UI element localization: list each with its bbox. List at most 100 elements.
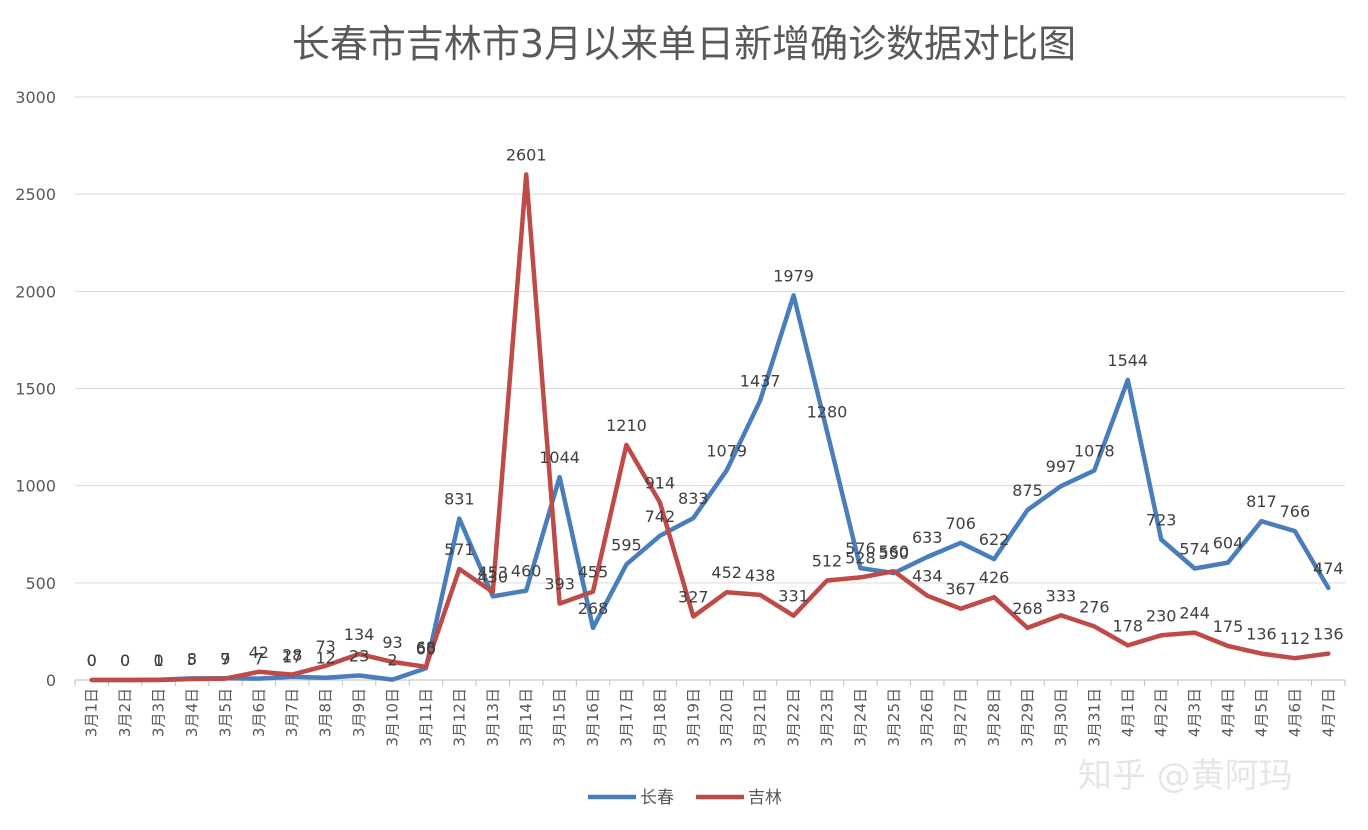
legend-label: 长春	[640, 788, 674, 808]
series-line-吉林	[89, 172, 1331, 683]
legend: 长春 吉林	[588, 788, 782, 808]
data-label: 276	[1079, 597, 1110, 616]
data-label: 550	[879, 544, 910, 563]
data-label: 7	[220, 650, 230, 669]
data-label: 452	[711, 563, 742, 582]
x-tick-label: 4月5日	[1252, 688, 1270, 737]
x-tick-label: 3月7日	[283, 688, 301, 737]
data-label: 831	[444, 490, 475, 509]
data-label: 434	[912, 567, 943, 586]
data-label: 244	[1179, 604, 1210, 623]
x-tick-label: 4月2日	[1152, 688, 1170, 737]
x-tick-label: 3月19日	[684, 688, 702, 747]
data-label: 1280	[807, 402, 848, 421]
x-tick-label: 3月4日	[183, 688, 201, 737]
x-tick-label: 3月6日	[250, 688, 268, 737]
x-tick-label: 4月4日	[1219, 688, 1237, 737]
series-line-长春	[89, 293, 1331, 683]
x-tick-label: 3月9日	[350, 688, 368, 737]
data-label: 1979	[773, 266, 814, 285]
data-label: 1210	[606, 416, 647, 435]
data-label: 742	[645, 507, 676, 526]
x-tick-label: 3月22日	[785, 688, 803, 747]
x-tick-label: 3月14日	[517, 688, 535, 747]
x-tick-label: 3月3日	[150, 688, 168, 737]
data-label: 393	[544, 575, 575, 594]
data-label: 136	[1246, 625, 1277, 644]
data-label: 1044	[539, 448, 580, 467]
x-tick-label: 3月8日	[317, 688, 335, 737]
y-axis: 0 500 1000 1500 2000 2500 3000	[15, 88, 56, 690]
x-tick-label: 3月29日	[1019, 688, 1037, 747]
legend-label: 吉林	[748, 788, 782, 808]
data-label: 2601	[506, 146, 547, 165]
x-tick-label: 3月24日	[851, 688, 869, 747]
x-tick-label: 3月25日	[885, 688, 903, 747]
x-tick-label: 3月26日	[918, 688, 936, 747]
data-label: 68	[416, 638, 436, 657]
watermark-text: 知乎 @黄阿玛	[1078, 756, 1293, 796]
data-label: 230	[1146, 606, 1177, 625]
data-label: 333	[1046, 586, 1077, 605]
x-tick-label: 3月13日	[484, 688, 502, 747]
y-tick-label: 500	[25, 574, 56, 593]
data-label: 0	[153, 651, 163, 670]
data-label: 474	[1313, 559, 1344, 578]
data-label: 60	[416, 639, 436, 658]
data-label: 8	[187, 649, 197, 668]
data-label: 460	[511, 562, 542, 581]
data-label: 512	[812, 552, 843, 571]
data-label: 914	[645, 473, 676, 492]
data-label: 426	[979, 568, 1010, 587]
x-tick-label: 3月11日	[417, 688, 435, 747]
data-label: 1078	[1074, 442, 1115, 461]
data-label: 528	[845, 548, 876, 567]
data-label: 633	[912, 528, 943, 547]
data-label: 0	[120, 651, 130, 670]
x-tick-label: 3月28日	[985, 688, 1003, 747]
x-tick-label: 3月23日	[818, 688, 836, 747]
data-label: 268	[1012, 599, 1043, 618]
data-label: 0	[87, 651, 97, 670]
x-tick-label: 3月21日	[751, 688, 769, 747]
data-label: 595	[611, 535, 642, 554]
x-tick-label: 3月17日	[617, 688, 635, 747]
data-label: 438	[745, 566, 776, 585]
data-label: 453	[477, 563, 508, 582]
y-tick-label: 1000	[15, 477, 56, 496]
data-label: 875	[1012, 481, 1043, 500]
data-label: 42	[249, 643, 269, 662]
data-label: 1437	[740, 372, 781, 391]
x-tick-label: 3月2日	[116, 688, 134, 737]
data-label: 93	[382, 633, 402, 652]
data-label: 367	[945, 580, 976, 599]
data-label: 1	[153, 651, 163, 670]
data-label: 430	[477, 567, 508, 586]
data-label: 0	[120, 651, 130, 670]
data-label: 136	[1313, 625, 1344, 644]
data-label: 12	[315, 649, 335, 668]
x-tick-label: 4月1日	[1119, 688, 1137, 737]
data-label: 997	[1046, 457, 1077, 476]
data-label: 23	[349, 647, 369, 666]
x-tick-label: 3月30日	[1052, 688, 1070, 747]
x-tick-label: 3月16日	[584, 688, 602, 747]
data-label: 622	[979, 530, 1010, 549]
x-tick-label: 4月7日	[1319, 688, 1337, 737]
x-tick-label: 3月5日	[216, 688, 234, 737]
x-tick-label: 3月12日	[450, 688, 468, 747]
data-label: 576	[845, 539, 876, 558]
gridlines	[75, 96, 1345, 681]
x-tick-label: 3月18日	[651, 688, 669, 747]
x-tick-label: 3月31日	[1085, 688, 1103, 747]
data-label: 73	[315, 637, 335, 656]
data-label: 455	[578, 563, 609, 582]
data-label: 560	[879, 542, 910, 561]
data-label: 0	[87, 651, 97, 670]
data-label: 5	[187, 650, 197, 669]
y-tick-label: 3000	[15, 88, 56, 107]
x-tick-label: 3月27日	[952, 688, 970, 747]
data-label: 574	[1179, 539, 1210, 558]
y-tick-label: 2000	[15, 282, 56, 301]
